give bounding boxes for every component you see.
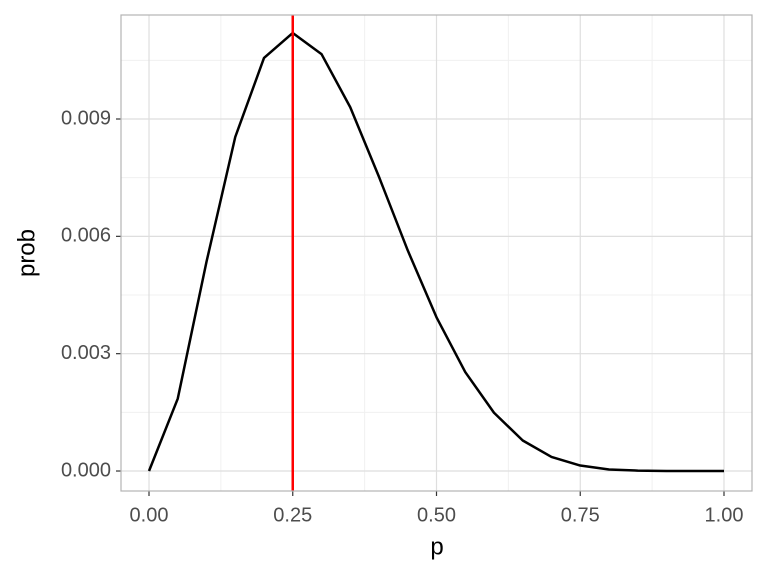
y-tick-label: 0.003: [61, 342, 111, 364]
y-tick-label: 0.009: [61, 107, 111, 129]
x-tick-label: 1.00: [705, 504, 744, 526]
x-axis-label: p: [430, 533, 443, 560]
y-tick-label: 0.000: [61, 459, 111, 481]
panel-border: [120, 14, 753, 492]
x-tick-label: 0.50: [417, 504, 456, 526]
x-tick-label: 0.75: [561, 504, 600, 526]
line-series: [147, 31, 724, 473]
y-tick-label: 0.006: [61, 225, 111, 247]
y-axis-label: prob: [13, 229, 40, 277]
x-tick-label: 0.25: [273, 504, 312, 526]
x-tick-label: 0.00: [130, 504, 169, 526]
